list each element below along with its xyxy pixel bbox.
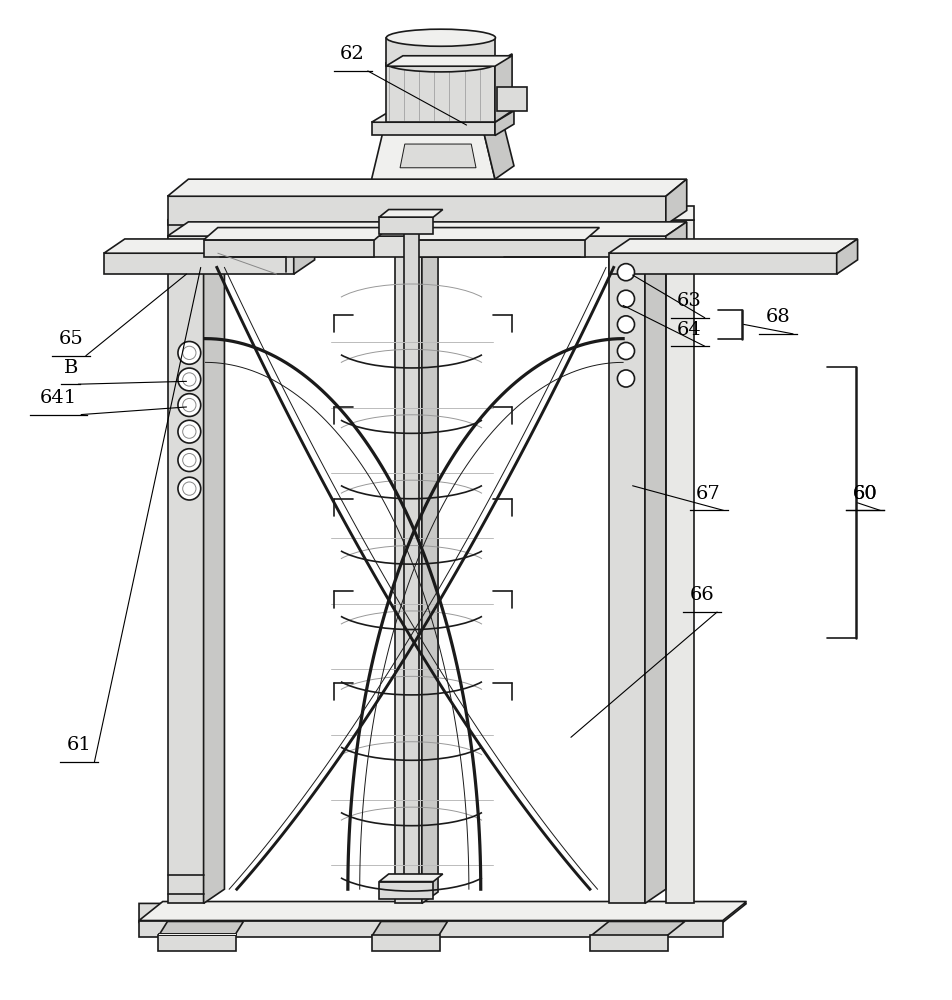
Bar [168,236,665,257]
Text: 64: 64 [677,321,702,339]
Circle shape [178,477,201,500]
Polygon shape [204,228,388,240]
Text: 60: 60 [853,485,878,503]
Polygon shape [104,239,314,253]
Polygon shape [168,222,686,236]
Polygon shape [371,132,495,179]
Bar [204,240,374,257]
Bar [386,38,495,66]
Bar [409,240,585,257]
Bar [386,63,495,122]
Bar [590,935,667,951]
Text: 68: 68 [765,308,790,326]
Polygon shape [422,220,438,903]
Text: 65: 65 [58,330,83,348]
Polygon shape [484,120,514,179]
Polygon shape [139,902,746,921]
Circle shape [178,368,201,391]
Polygon shape [204,220,225,903]
Circle shape [183,482,196,495]
Polygon shape [168,206,225,220]
Circle shape [183,398,196,412]
Polygon shape [590,921,684,937]
Bar [139,921,723,937]
Text: 62: 62 [340,45,365,63]
Bar [104,253,294,274]
Bar [395,220,422,903]
Text: B: B [64,359,78,377]
Text: 60: 60 [853,485,878,503]
Ellipse shape [387,29,495,46]
Bar [158,935,236,951]
Polygon shape [379,874,443,882]
Bar [168,196,665,225]
Polygon shape [665,179,686,225]
Polygon shape [168,179,686,196]
Circle shape [618,342,635,360]
Bar [609,220,645,903]
Text: 63: 63 [677,292,702,310]
Circle shape [618,290,635,307]
Text: 67: 67 [696,485,721,503]
Polygon shape [409,228,600,240]
Circle shape [183,425,196,438]
Bar [379,882,433,899]
Polygon shape [158,933,236,935]
Text: 61: 61 [67,736,91,754]
Bar [665,220,694,903]
Bar [404,229,419,889]
Polygon shape [609,239,858,253]
Polygon shape [371,111,514,122]
Polygon shape [294,239,314,274]
Polygon shape [837,239,858,274]
Text: 641: 641 [40,389,77,407]
Polygon shape [609,206,665,220]
Polygon shape [139,903,746,922]
Bar [371,122,495,135]
Circle shape [178,394,201,416]
Circle shape [183,453,196,467]
Polygon shape [645,206,665,903]
Bar [379,217,433,234]
Bar [497,87,527,111]
Circle shape [183,346,196,360]
Bar [371,935,440,951]
Circle shape [183,373,196,386]
Text: 66: 66 [689,586,714,604]
Circle shape [618,264,635,281]
Polygon shape [400,144,476,168]
Polygon shape [379,210,443,217]
Polygon shape [386,56,512,66]
Polygon shape [665,206,694,220]
Polygon shape [495,54,512,122]
Circle shape [178,420,201,443]
Polygon shape [495,111,514,135]
Ellipse shape [387,55,495,72]
Polygon shape [665,222,686,257]
Polygon shape [371,921,447,937]
Circle shape [178,341,201,364]
Circle shape [618,316,635,333]
Polygon shape [158,921,244,937]
Bar [168,220,204,903]
Bar [609,253,837,274]
Circle shape [618,370,635,387]
Circle shape [178,449,201,472]
